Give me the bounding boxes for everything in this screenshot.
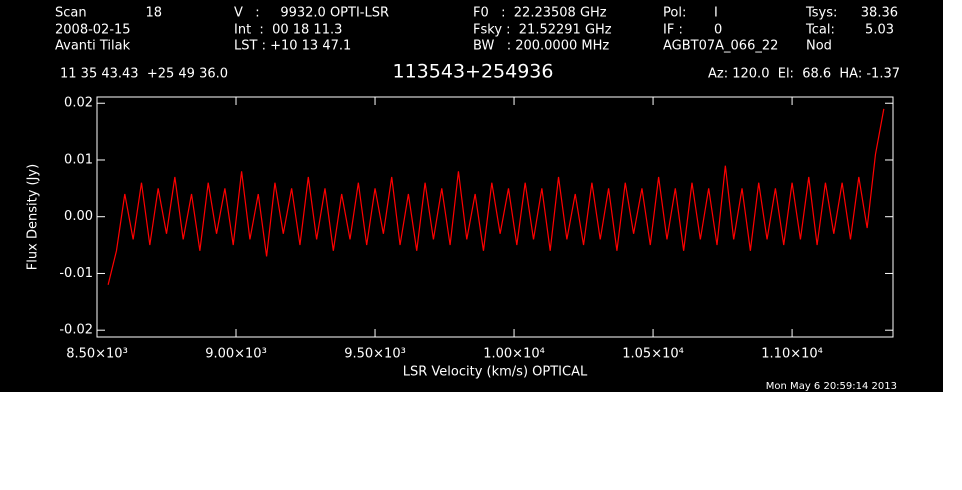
x-tick-label: 9.50×10³	[344, 347, 406, 362]
x-tick-label: 1.10×10⁴	[761, 347, 823, 362]
x-tick-label: 8.50×10³	[66, 347, 128, 362]
header-text: F0 : 22.23508 GHz	[473, 6, 607, 21]
spectrum-line	[107, 108, 885, 285]
header-text: Int : 00 18 11.3	[234, 23, 342, 38]
y-tick-label: -0.01	[59, 266, 93, 281]
x-axis-label: LSR Velocity (km/s) OPTICAL	[403, 365, 588, 380]
x-tick-label: 1.00×10⁴	[483, 347, 545, 362]
x-tick-label: 9.00×10³	[205, 347, 267, 362]
timestamp: Mon May 6 20:59:14 2013	[766, 381, 897, 392]
header-text: BW : 200.0000 MHz	[473, 39, 609, 54]
coordinates: 11 35 43.43 +25 49 36.0	[60, 67, 228, 82]
header-text: 0	[714, 23, 722, 38]
header-text: Avanti Tilak	[55, 39, 131, 54]
header-text: Pol:	[663, 6, 686, 21]
chart-title: 113543+254936	[393, 61, 554, 83]
y-tick-label: 0.00	[64, 209, 93, 224]
header-text: IF :	[663, 23, 683, 38]
header-text: LST : +10 13 47.1	[234, 39, 351, 54]
header-text: Fsky : 21.52291 GHz	[473, 23, 612, 38]
header-text: AGBT07A_066_22	[663, 39, 778, 54]
header-text: V : 9932.0 OPTI-LSR	[234, 6, 389, 21]
header-text: Scan	[55, 6, 87, 21]
plot-background	[0, 0, 943, 392]
y-tick-label: 0.01	[64, 152, 93, 167]
header-text: Nod	[806, 39, 832, 54]
header-text: 5.03	[865, 23, 894, 38]
header-text: 2008-02-15	[55, 23, 131, 38]
header-text: I	[714, 6, 718, 21]
header-text: Tsys:	[805, 6, 837, 21]
y-tick-label: 0.02	[64, 96, 93, 111]
header-text: Tcal:	[805, 23, 835, 38]
x-tick-label: 1.05×10⁴	[622, 347, 684, 362]
header-text: 18	[145, 6, 162, 21]
y-axis-label: Flux Density (Jy)	[26, 164, 41, 270]
header-text: 38.36	[861, 6, 898, 21]
y-tick-label: -0.02	[59, 323, 93, 338]
pointing: Az: 120.0 El: 68.6 HA: -1.37	[708, 67, 900, 82]
